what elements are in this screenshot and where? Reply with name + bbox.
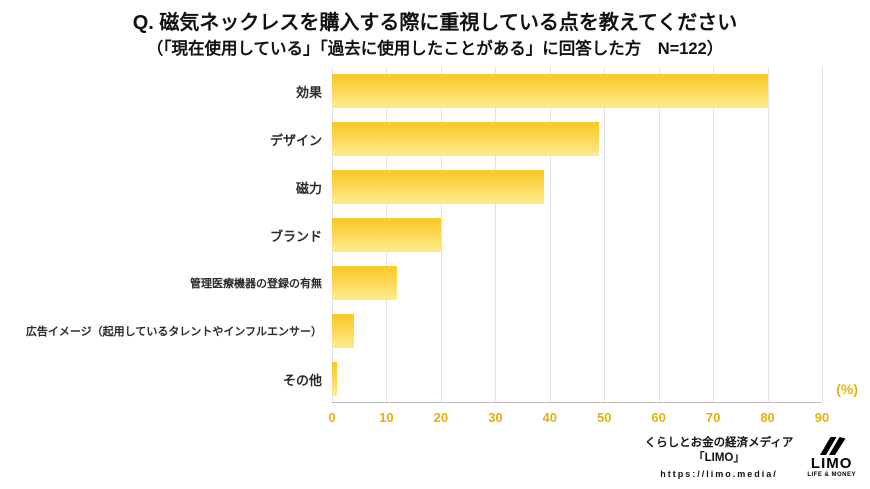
bar-track [332, 122, 822, 157]
gridline [822, 67, 823, 403]
bar [332, 266, 398, 301]
category-label: その他 [282, 372, 322, 388]
tick-label: 40 [542, 410, 557, 426]
bar [332, 314, 354, 349]
x-axis: (%) 0 10 20 30 40 50 60 70 80 90 [328, 381, 858, 431]
bar-track [332, 218, 822, 253]
tick-label: 50 [596, 410, 612, 426]
bar [332, 362, 338, 397]
tick-label: 90 [814, 410, 830, 426]
gridline [767, 67, 769, 403]
footer: くらしとお金の経済メディア 「LIMO」 https://limo.media/… [645, 436, 870, 489]
bar-track [332, 74, 822, 109]
limo-logo-mark [819, 436, 846, 455]
bar-row: 磁力 [0, 163, 822, 211]
source-url: https://limo.media/ [660, 469, 778, 479]
limo-logo-subtext: LIFE & MONEY [807, 471, 856, 478]
category-label: 効果 [295, 84, 322, 100]
gridline [440, 67, 442, 403]
bar-row: 管理医療機器の登録の有無 [0, 259, 822, 307]
bar [332, 74, 768, 109]
bar [332, 218, 441, 253]
category-label: 磁力 [295, 180, 322, 196]
limo-logo: LIMO LIFE & MONEY [807, 436, 856, 478]
bar-track [332, 362, 822, 397]
tick-label: 80 [760, 410, 775, 426]
gridline [495, 67, 497, 403]
bars: 効果デザイン磁力ブランド管理医療機器の登録の有無広告イメージ（起用しているタレン… [0, 67, 822, 403]
bar [332, 170, 545, 205]
tick-label: 20 [433, 410, 449, 426]
bar-track [332, 266, 822, 301]
category-label: ブランド [269, 228, 322, 244]
bar-row: その他 [0, 355, 822, 403]
bar-row: 広告イメージ（起用しているタレントやインフルエンサー） [0, 307, 822, 355]
tick-label: 0 [328, 410, 336, 426]
gridline [658, 67, 660, 403]
gridline [604, 67, 606, 403]
tick-label: 10 [379, 410, 394, 426]
bar [332, 122, 599, 157]
gridline [713, 67, 715, 403]
percent-unit-label: (%) [836, 381, 858, 398]
bar-track [332, 314, 822, 349]
category-label: 広告イメージ（起用しているタレントやインフルエンサー） [25, 326, 322, 339]
bar-row: 効果 [0, 67, 822, 115]
bar-track [332, 170, 822, 205]
category-label: 管理医療機器の登録の有無 [190, 278, 322, 291]
source-line2: 「LIMO」 [693, 452, 745, 465]
tick-label: 70 [705, 410, 721, 426]
gridline [549, 67, 551, 403]
tick-label: 30 [488, 410, 503, 426]
limo-logo-text: LIMO [810, 454, 853, 472]
source-line1: くらしとお金の経済メディア [644, 436, 794, 449]
chart-body: 効果デザイン磁力ブランド管理医療機器の登録の有無広告イメージ（起用しているタレン… [0, 67, 823, 404]
chart-title: Q. 磁気ネックレスを購入する際に重視している点を教えてください [132, 12, 738, 34]
bar-row: デザイン [0, 115, 822, 163]
tick-label: 60 [651, 410, 666, 426]
category-label: デザイン [269, 132, 322, 148]
chart-subtitle: （「現在使用している」「過去に使用したことがある」に回答した方 N=122） [146, 40, 724, 58]
source-credit: くらしとお金の経済メディア 「LIMO」 https://limo.media/ [645, 436, 794, 479]
chart-header: Q. 磁気ネックレスを購入する際に重視している点を教えてください （「現在使用し… [0, 10, 870, 61]
bar-row: ブランド [0, 211, 822, 259]
